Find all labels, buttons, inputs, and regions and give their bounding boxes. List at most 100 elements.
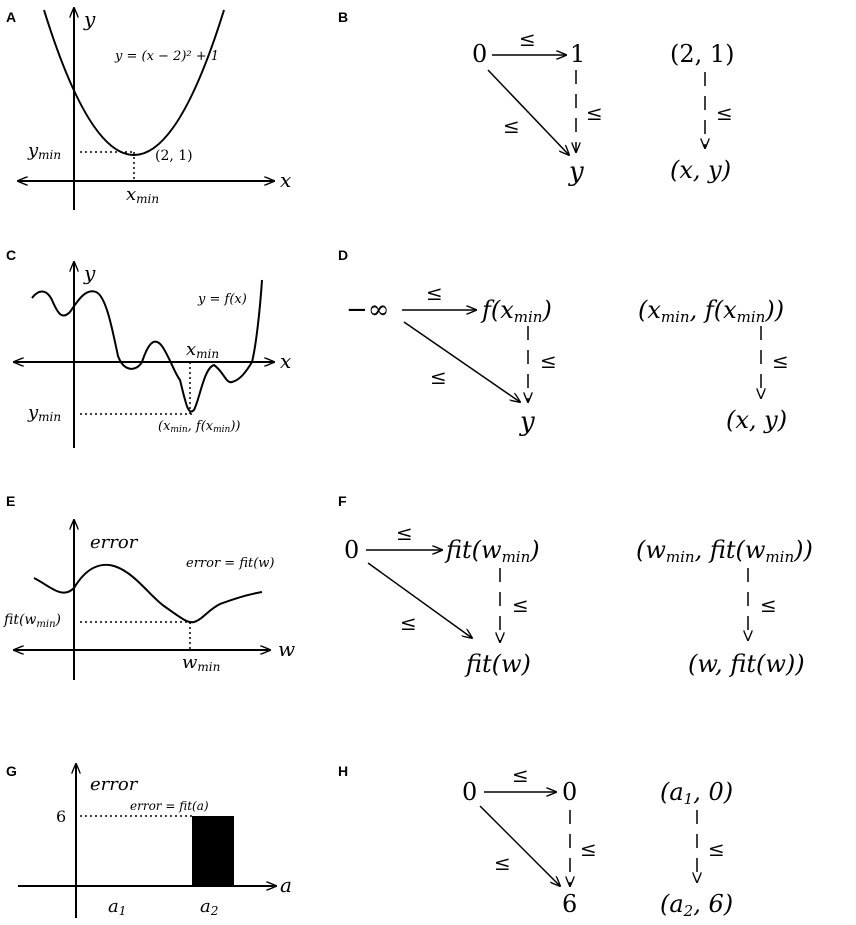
a2-sub: 2 bbox=[210, 904, 219, 918]
panel-g: G error a error = fit(a) 6 a1 a2 bbox=[6, 763, 292, 918]
pair-bottom: (x, y) bbox=[670, 156, 731, 184]
wmin-sub: min bbox=[197, 660, 220, 674]
panel-label-a: A bbox=[6, 9, 16, 25]
y-axis-label: error bbox=[90, 532, 139, 553]
fx-base: f(x bbox=[480, 296, 514, 324]
panel-label-g: G bbox=[6, 763, 17, 779]
node-zero: 0 bbox=[344, 536, 359, 564]
pt-sub1: min bbox=[666, 548, 695, 566]
node-neg-inf: −∞ bbox=[346, 295, 389, 325]
xmin-label: xmin bbox=[186, 339, 219, 361]
a1-base: a bbox=[108, 896, 119, 917]
pair-top: (xmin, f(xmin)) bbox=[638, 296, 784, 326]
pair-bottom: (w, fit(w)) bbox=[688, 650, 805, 678]
panel-label-c: C bbox=[6, 247, 16, 263]
pt-end: )) bbox=[793, 536, 813, 564]
fit-wmin-label: fit(wmin) bbox=[3, 612, 61, 630]
node-zero-left: 0 bbox=[462, 778, 477, 806]
le-vert: ≤ bbox=[540, 349, 557, 373]
function-curve bbox=[31, 279, 263, 413]
fw-sub: min bbox=[502, 548, 531, 566]
pt-mid: , fit(w bbox=[695, 536, 766, 564]
y-axis-label: y bbox=[83, 261, 96, 285]
pair-top: (wmin, fit(wmin)) bbox=[636, 536, 813, 566]
le-top: ≤ bbox=[426, 281, 443, 305]
x-axis-label: a bbox=[280, 873, 292, 897]
equation-label: y = (x − 2)² + 1 bbox=[114, 49, 219, 64]
fit-sub: min bbox=[36, 619, 55, 630]
pt-sub: 1 bbox=[684, 790, 694, 808]
ymin-base: y bbox=[27, 402, 39, 423]
fx-sub: min bbox=[514, 308, 543, 326]
panel-label-f: F bbox=[338, 493, 347, 509]
pt-end: )) bbox=[764, 296, 784, 324]
le-diag: ≤ bbox=[503, 114, 520, 138]
fw-end: ) bbox=[529, 536, 539, 564]
pt-a: (x bbox=[158, 419, 171, 434]
node-zero: 0 bbox=[472, 40, 487, 68]
y-axis-label: y bbox=[83, 7, 96, 31]
pt-sub2: min bbox=[737, 308, 766, 326]
node-fit-wmin: fit(wmin) bbox=[444, 536, 540, 566]
le-vert: ≤ bbox=[580, 837, 597, 861]
parabola-curve bbox=[43, 9, 225, 156]
node-fit-w: fit(w) bbox=[464, 650, 531, 678]
pair-bottom: (a2, 6) bbox=[660, 890, 733, 920]
node-zero-right: 0 bbox=[562, 778, 577, 806]
pt-a: (w bbox=[636, 536, 666, 564]
le-vert: ≤ bbox=[512, 593, 529, 617]
node-one: 1 bbox=[570, 40, 585, 68]
min-point-label: (xmin, f(xmin)) bbox=[158, 419, 240, 435]
panel-h: H 0 0 6 ≤ ≤ ≤ (a1, 0) ≤ (a2, 6) bbox=[338, 763, 733, 920]
fw-base: fit(w bbox=[444, 536, 502, 564]
node-y: y bbox=[519, 407, 535, 437]
panel-label-h: H bbox=[338, 763, 348, 779]
le-pair: ≤ bbox=[772, 349, 789, 373]
panel-label-d: D bbox=[338, 247, 348, 263]
le-vert: ≤ bbox=[586, 101, 603, 125]
le-pair: ≤ bbox=[760, 593, 777, 617]
a1-label: a1 bbox=[108, 896, 126, 918]
pt-mid: , f(x bbox=[690, 296, 738, 324]
le-diag: ≤ bbox=[430, 365, 447, 389]
xmin-base: x bbox=[186, 339, 196, 360]
le-top: ≤ bbox=[396, 521, 413, 545]
a2-label: a2 bbox=[200, 896, 218, 918]
panel-c: C y x y = f(x) xmin ymin (xmin, f(xmin)) bbox=[6, 247, 291, 448]
pt-a: (a bbox=[660, 778, 684, 806]
x-axis-label: x bbox=[280, 168, 291, 192]
le-pair: ≤ bbox=[716, 101, 733, 125]
panel-b: B 0 1 y ≤ ≤ ≤ (2, 1) ≤ (x, y) bbox=[338, 9, 735, 187]
error-curve bbox=[33, 563, 263, 624]
equation-label: error = fit(w) bbox=[186, 556, 275, 571]
fit-base: fit(w bbox=[3, 612, 36, 628]
pt-sub2: min bbox=[213, 425, 230, 435]
le-top: ≤ bbox=[512, 763, 529, 787]
pair-top: (a1, 0) bbox=[660, 778, 733, 808]
pt-sub1: min bbox=[661, 308, 690, 326]
node-f-xmin: f(xmin) bbox=[480, 296, 552, 326]
equation-label: y = f(x) bbox=[197, 292, 247, 307]
y-axis-label: error bbox=[90, 774, 139, 795]
le-diag: ≤ bbox=[400, 611, 417, 635]
pair-top: (2, 1) bbox=[670, 40, 735, 68]
node-six: 6 bbox=[562, 890, 577, 918]
y-tick-6: 6 bbox=[56, 807, 66, 826]
wmin-label: wmin bbox=[182, 652, 220, 674]
le-top: ≤ bbox=[519, 27, 536, 51]
node-y: y bbox=[568, 157, 584, 187]
a1-sub: 1 bbox=[119, 904, 127, 918]
panel-e: E error w error = fit(w) fit(wmin) wmin bbox=[3, 493, 295, 680]
pt-end: )) bbox=[229, 419, 240, 434]
panel-label-e: E bbox=[6, 493, 15, 509]
le-pair: ≤ bbox=[708, 837, 725, 861]
pt-a: (x bbox=[638, 296, 661, 324]
ymin-label: ymin bbox=[27, 402, 61, 424]
arrow-inf-y bbox=[403, 321, 520, 402]
xmin-base: x bbox=[126, 184, 136, 205]
bar-a2 bbox=[192, 816, 234, 886]
panel-f: F 0 fit(wmin) fit(w) ≤ ≤ ≤ (wmin, fit(wm… bbox=[338, 493, 813, 678]
xmin-sub: min bbox=[196, 347, 219, 361]
pb-sub: 2 bbox=[683, 902, 694, 920]
pt-end: , 0) bbox=[693, 778, 733, 806]
